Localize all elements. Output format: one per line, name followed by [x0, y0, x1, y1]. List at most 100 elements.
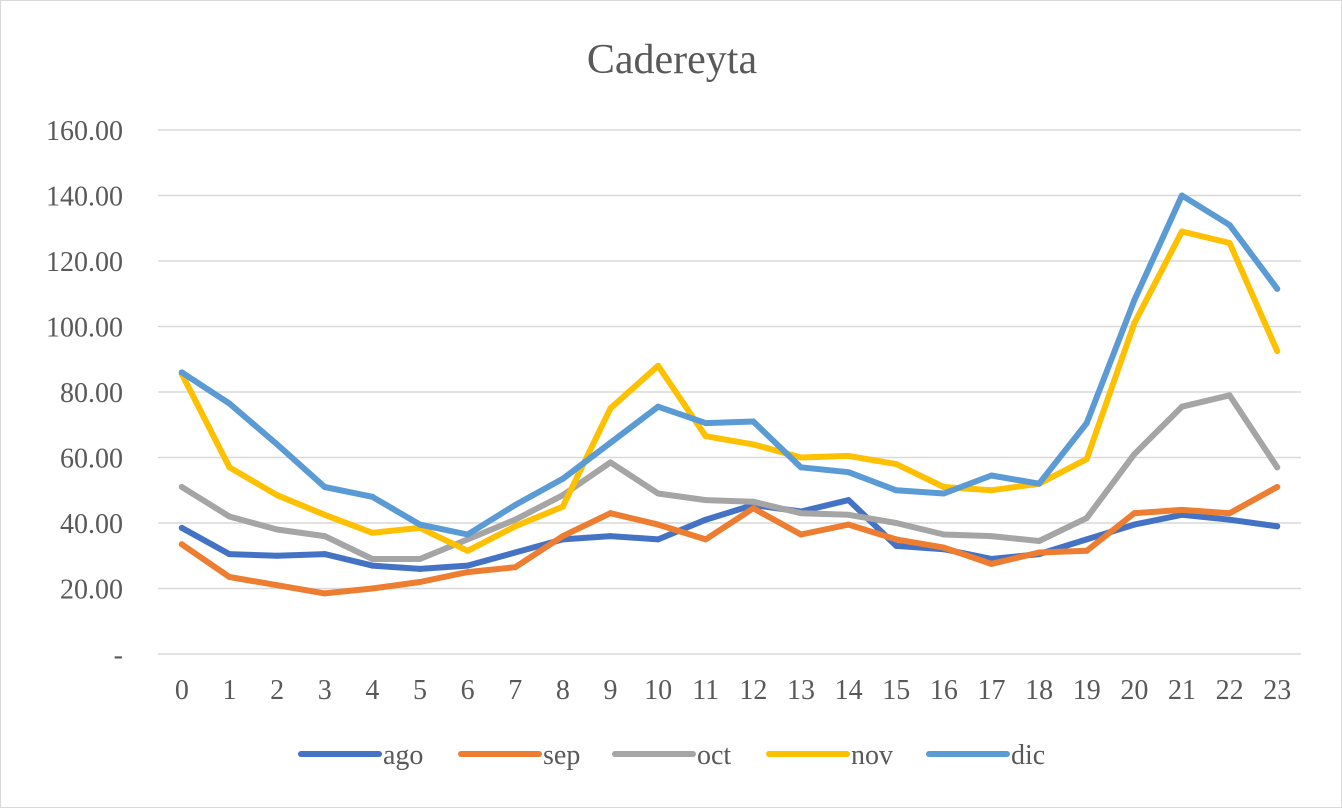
data-point-oct-19 [1083, 515, 1090, 522]
y-tick-label: 20.00 [60, 575, 123, 606]
series-line-ago [178, 497, 1281, 572]
x-tick-label: 19 [1073, 675, 1101, 706]
data-point-sep-13 [797, 531, 804, 538]
data-point-nov-22 [1226, 239, 1233, 246]
data-point-dic-4 [369, 493, 376, 500]
data-point-nov-20 [1131, 320, 1138, 327]
data-point-oct-4 [369, 556, 376, 563]
data-point-oct-15 [893, 520, 900, 526]
data-point-sep-15 [893, 536, 900, 543]
data-point-oct-23 [1274, 464, 1281, 471]
data-point-oct-1 [226, 513, 233, 520]
x-tick-label: 15 [882, 675, 910, 706]
legend: ago sep oct nov dic [298, 740, 1045, 771]
data-point-nov-1 [226, 464, 233, 471]
data-point-ago-5 [416, 565, 423, 572]
x-tick-label: 5 [413, 675, 427, 706]
x-tick-label: 20 [1120, 675, 1148, 706]
data-point-nov-17 [988, 487, 995, 494]
x-tick-label: 10 [644, 675, 672, 706]
x-tick-label: 21 [1168, 675, 1196, 706]
x-tick-label: 1 [222, 675, 236, 706]
data-point-nov-3 [321, 511, 328, 518]
data-point-oct-5 [416, 556, 423, 563]
x-tick-label: 14 [835, 675, 863, 706]
data-point-sep-6 [464, 569, 471, 576]
data-point-dic-7 [512, 501, 519, 508]
data-point-oct-10 [655, 490, 662, 497]
data-point-dic-17 [988, 472, 995, 479]
data-point-nov-4 [369, 529, 376, 536]
x-tick-label: 22 [1216, 675, 1244, 706]
data-point-oct-9 [607, 459, 614, 466]
data-point-ago-19 [1083, 536, 1090, 543]
data-point-dic-0 [178, 369, 185, 376]
chart-title: Cadereyta [587, 37, 758, 83]
data-point-dic-16 [940, 490, 947, 497]
data-point-nov-23 [1274, 348, 1281, 355]
data-point-dic-12 [750, 418, 757, 425]
data-point-oct-11 [702, 497, 709, 504]
y-tick-label: 60.00 [60, 444, 123, 475]
legend-item-ago: ago [298, 740, 423, 771]
data-point-dic-23 [1274, 285, 1281, 292]
x-tick-label: 0 [175, 675, 189, 706]
y-tick-label: 120.00 [46, 247, 123, 278]
data-point-sep-0 [178, 541, 185, 548]
data-point-ago-14 [845, 497, 852, 504]
y-tick-label: 140.00 [46, 182, 123, 213]
data-point-oct-2 [274, 526, 281, 533]
data-point-dic-19 [1083, 420, 1090, 427]
data-point-ago-6 [464, 562, 471, 569]
x-tick-label: 4 [365, 675, 379, 706]
data-point-nov-15 [893, 461, 900, 468]
data-point-ago-4 [369, 562, 376, 569]
data-point-dic-8 [559, 475, 566, 482]
data-point-dic-2 [274, 441, 281, 448]
data-point-oct-14 [845, 511, 852, 518]
data-point-sep-17 [988, 560, 995, 567]
data-point-nov-13 [797, 454, 804, 461]
x-tick-label: 17 [977, 675, 1005, 706]
legend-label-nov: nov [851, 740, 893, 771]
data-point-nov-10 [655, 362, 662, 369]
data-point-sep-22 [1226, 510, 1233, 517]
x-tick-label: 13 [787, 675, 815, 706]
data-point-dic-13 [797, 464, 804, 471]
data-point-oct-16 [940, 531, 947, 538]
data-point-ago-2 [274, 552, 281, 559]
legend-label-sep: sep [543, 740, 580, 771]
data-point-sep-14 [845, 521, 852, 528]
legend-label-oct: oct [697, 740, 731, 771]
data-point-dic-22 [1226, 221, 1233, 228]
x-tick-label: 8 [556, 675, 570, 706]
data-point-sep-3 [321, 590, 328, 597]
data-point-oct-7 [512, 516, 519, 523]
y-tick-label: - [114, 640, 123, 671]
data-point-sep-12 [750, 505, 757, 512]
series-line-dic [178, 192, 1281, 538]
data-point-sep-9 [607, 510, 614, 517]
data-point-dic-20 [1131, 297, 1138, 304]
data-point-sep-16 [940, 544, 947, 551]
data-point-ago-0 [178, 524, 185, 531]
series-line-oct [178, 392, 1281, 562]
x-tick-label: 3 [318, 675, 332, 706]
legend-item-sep: sep [458, 740, 580, 771]
data-point-oct-20 [1131, 451, 1138, 458]
legend-item-dic: dic [926, 740, 1045, 771]
data-point-sep-10 [655, 521, 662, 528]
y-tick-label: 160.00 [46, 116, 123, 147]
series-line-sep [178, 484, 1281, 597]
data-point-oct-12 [750, 498, 757, 505]
data-point-dic-9 [607, 439, 614, 446]
data-point-dic-21 [1178, 192, 1185, 199]
data-point-dic-15 [893, 487, 900, 494]
data-point-nov-12 [750, 441, 757, 448]
data-point-ago-22 [1226, 516, 1233, 523]
data-point-nov-2 [274, 492, 281, 499]
data-point-sep-1 [226, 574, 233, 581]
x-tick-label: 11 [692, 675, 719, 706]
data-point-nov-9 [607, 405, 614, 412]
